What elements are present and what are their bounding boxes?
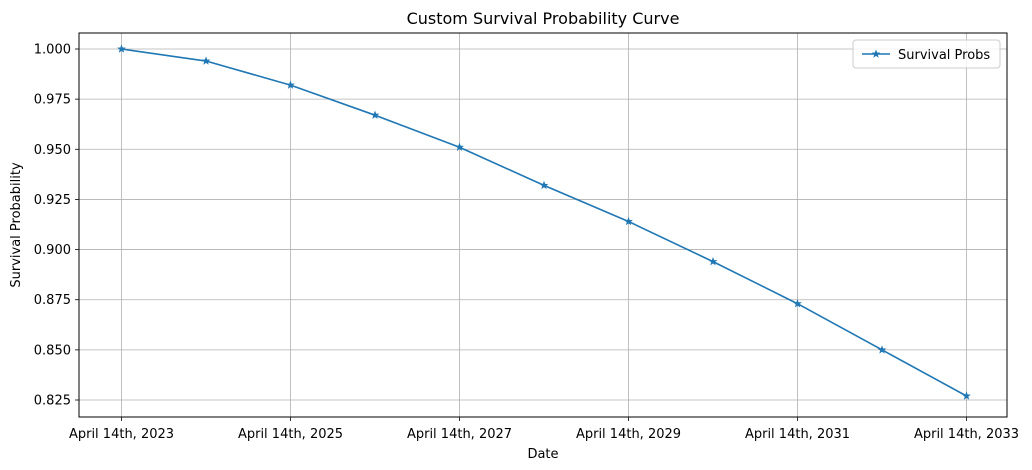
data-point-star bbox=[962, 391, 971, 400]
y-tick-label: 0.950 bbox=[34, 143, 71, 158]
series-line bbox=[121, 48, 967, 397]
legend-label: Survival Probs bbox=[898, 48, 990, 63]
x-tick-label: April 14th, 2029 bbox=[576, 427, 681, 442]
y-tick-label: 0.875 bbox=[34, 293, 71, 308]
y-tick-label: 0.900 bbox=[34, 243, 71, 258]
x-tick-label: April 14th, 2031 bbox=[745, 427, 850, 442]
x-tick-label: April 14th, 2025 bbox=[238, 427, 343, 442]
y-tick-label: 0.825 bbox=[34, 394, 71, 409]
series-layer bbox=[117, 44, 971, 400]
y-tick-label: 0.850 bbox=[34, 343, 71, 358]
x-tick-label: April 14th, 2033 bbox=[914, 427, 1019, 442]
data-point-star bbox=[877, 345, 887, 354]
y-tick-label: 0.925 bbox=[34, 193, 71, 208]
data-point-star bbox=[793, 299, 802, 308]
data-point-star bbox=[624, 216, 633, 226]
plot-frame bbox=[78, 32, 1008, 418]
data-point-star bbox=[539, 180, 549, 190]
grid-lines bbox=[79, 33, 1007, 417]
legend-box bbox=[852, 39, 1001, 69]
x-tick-label: April 14th, 2023 bbox=[69, 427, 174, 442]
legend-star-icon bbox=[871, 49, 881, 58]
legend: Survival Probs bbox=[852, 39, 1001, 69]
data-point-star bbox=[201, 56, 211, 65]
data-point-star bbox=[370, 110, 380, 119]
x-axis-label: Date bbox=[527, 447, 558, 462]
y-tick-label: 1.000 bbox=[34, 43, 71, 58]
chart-title: Custom Survival Probability Curve bbox=[407, 9, 680, 28]
data-point-star bbox=[286, 80, 295, 89]
y-tick-label: 0.975 bbox=[34, 93, 71, 108]
y-axis-label: Survival Probability bbox=[9, 162, 24, 288]
data-point-star bbox=[117, 44, 126, 53]
data-point-star bbox=[708, 257, 718, 266]
x-tick-label: April 14th, 2027 bbox=[407, 427, 512, 442]
data-point-star bbox=[455, 142, 464, 151]
axis-layer: April 14th, 2023 April 14th, 2025 April 14… bbox=[34, 43, 1019, 443]
